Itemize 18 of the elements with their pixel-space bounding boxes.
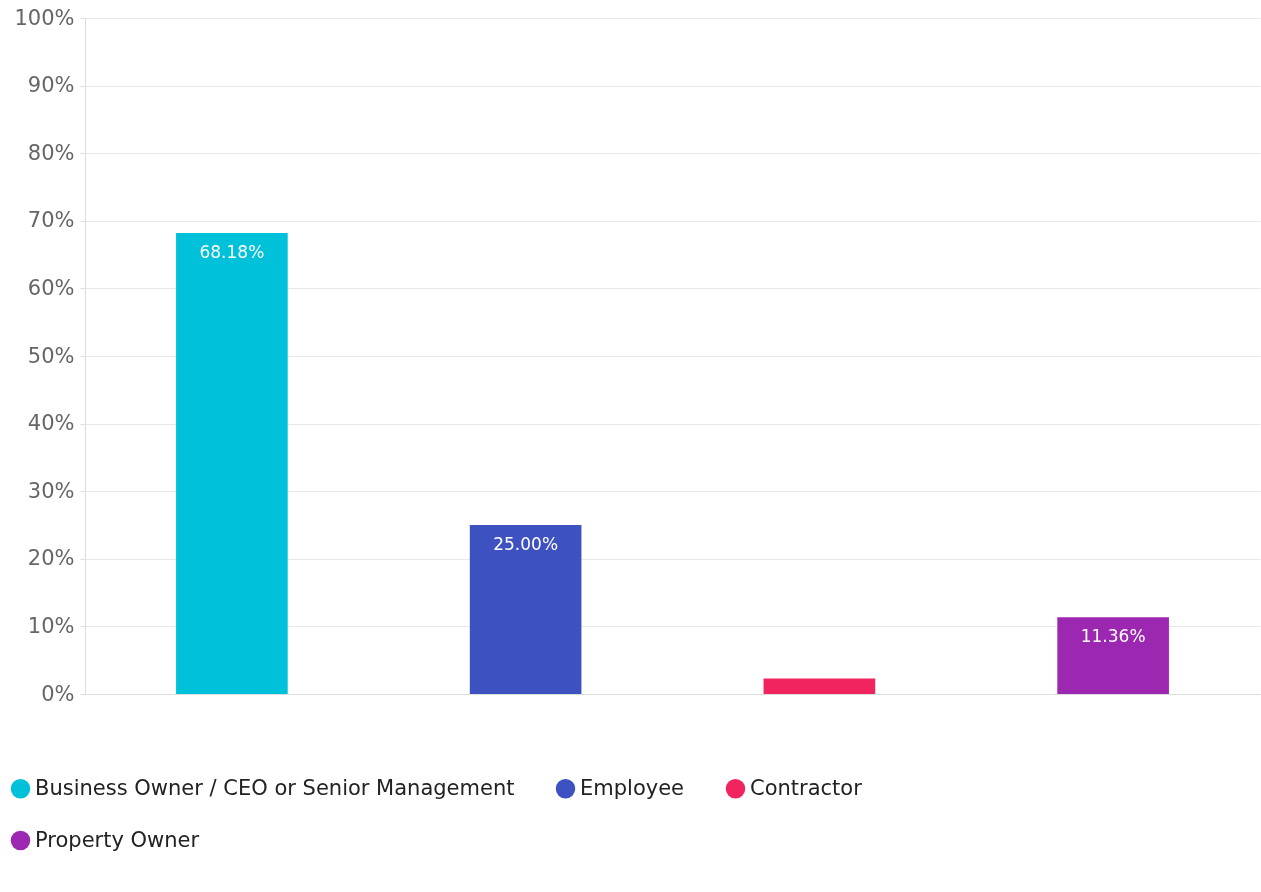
legend-label: Property Owner [35, 827, 200, 852]
y-tick-label: 70% [27, 208, 75, 233]
y-tick-label: 80% [27, 140, 75, 165]
y-tick-label: 50% [27, 343, 75, 368]
y-tick-label: 90% [27, 73, 75, 98]
data-label: 25.00% [493, 534, 559, 554]
y-tick-label: 30% [27, 478, 75, 503]
y-tick-label: 20% [27, 546, 75, 571]
y-tick-label: 60% [27, 275, 75, 300]
data-label: 11.36% [1080, 626, 1146, 647]
legend-label: Contractor [750, 775, 863, 800]
data-label: 68.18% [199, 242, 265, 263]
legend-label: Employee [580, 775, 685, 800]
y-tick-label: 40% [27, 411, 75, 436]
y-tick-label: 10% [27, 613, 75, 638]
legend-label: Business Owner / CEO or Senior Management [35, 775, 515, 800]
y-tick-label: 100% [14, 5, 75, 30]
y-tick-label: 0% [41, 681, 75, 706]
